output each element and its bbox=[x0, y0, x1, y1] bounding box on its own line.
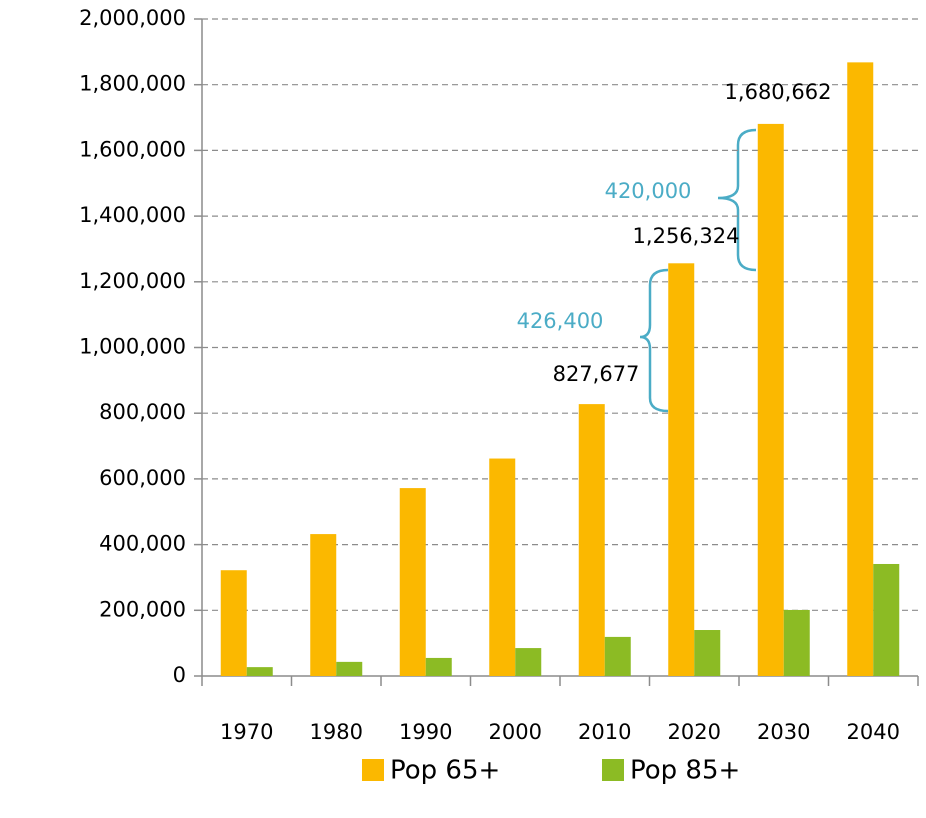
x-tick-label: 1980 bbox=[310, 720, 363, 744]
bar bbox=[336, 661, 363, 676]
x-tick-label: 2020 bbox=[668, 720, 721, 744]
y-tick-label: 0 bbox=[173, 663, 186, 687]
bar bbox=[873, 563, 900, 676]
annotation: 426,400 bbox=[517, 309, 604, 333]
bar bbox=[578, 404, 605, 676]
x-tick-label: 2030 bbox=[757, 720, 810, 744]
data-label: 827,677 bbox=[553, 362, 640, 386]
legend-label: Pop 65+ bbox=[390, 756, 500, 786]
bar bbox=[220, 570, 247, 676]
bar bbox=[425, 657, 452, 676]
y-tick-label: 800,000 bbox=[99, 400, 186, 424]
brace bbox=[717, 128, 757, 272]
y-tick-label: 1,600,000 bbox=[79, 137, 186, 161]
y-tick-label: 400,000 bbox=[99, 532, 186, 556]
brace bbox=[639, 268, 669, 413]
y-tick-label: 1,400,000 bbox=[79, 203, 186, 227]
bar bbox=[847, 62, 874, 676]
legend-label: Pop 85+ bbox=[630, 756, 740, 786]
bar bbox=[604, 636, 631, 676]
y-tick-label: 1,000,000 bbox=[79, 335, 186, 359]
x-tick-label: 2040 bbox=[847, 720, 900, 744]
y-tick-label: 2,000,000 bbox=[79, 6, 186, 30]
y-tick-label: 200,000 bbox=[99, 597, 186, 621]
y-tick-label: 1,800,000 bbox=[79, 72, 186, 96]
x-tick-label: 1990 bbox=[399, 720, 452, 744]
data-label: 1,256,324 bbox=[633, 224, 740, 248]
legend-swatch bbox=[362, 759, 384, 781]
bar bbox=[668, 263, 695, 676]
x-tick-label: 2010 bbox=[578, 720, 631, 744]
bar bbox=[783, 609, 810, 676]
bar bbox=[515, 648, 542, 676]
y-tick-label: 1,200,000 bbox=[79, 269, 186, 293]
data-label: 1,680,662 bbox=[725, 80, 832, 104]
x-tick-label: 1970 bbox=[220, 720, 273, 744]
bar bbox=[246, 667, 273, 676]
bar bbox=[399, 488, 426, 676]
annotation: 420,000 bbox=[605, 179, 692, 203]
bar bbox=[489, 458, 516, 676]
x-tick-label: 2000 bbox=[489, 720, 542, 744]
y-tick-label: 600,000 bbox=[99, 466, 186, 490]
bar bbox=[310, 534, 337, 676]
bar bbox=[694, 630, 721, 676]
bar bbox=[757, 123, 784, 677]
legend-swatch bbox=[602, 759, 624, 781]
